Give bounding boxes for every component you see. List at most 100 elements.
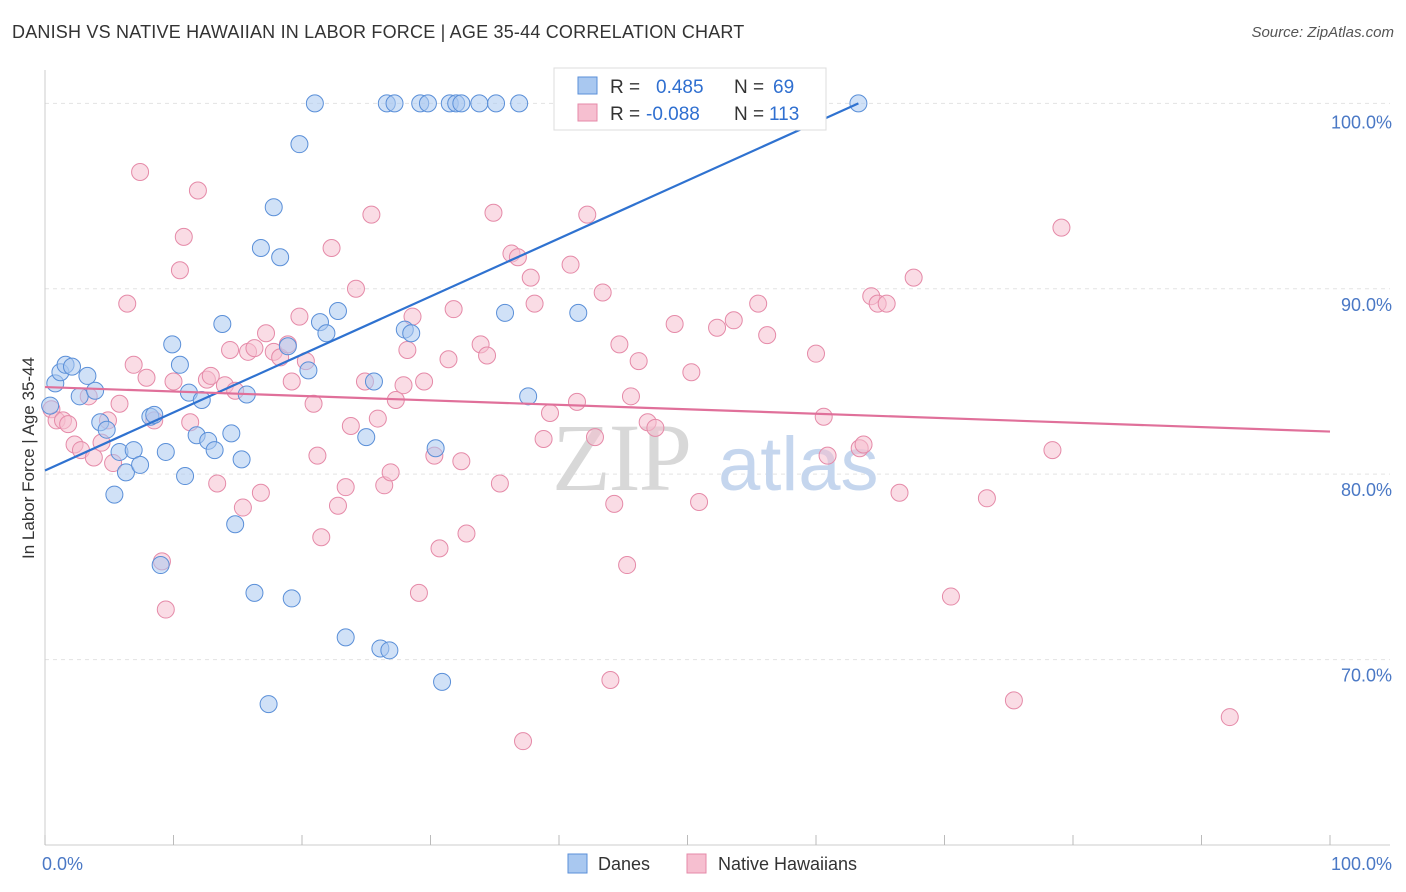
y-tick-label-0: 70.0%	[1341, 666, 1392, 686]
danes-point	[213, 315, 232, 334]
axes	[44, 70, 1390, 846]
legend-r-label-danes: R =	[610, 77, 640, 98]
native-hawaiian-point	[490, 474, 509, 493]
danes-point	[336, 628, 355, 647]
chart-title: DANISH VS NATIVE HAWAIIAN IN LABOR FORCE…	[12, 22, 745, 42]
legend-n-label-danes: N =	[734, 77, 764, 98]
danes-point	[380, 641, 399, 660]
native-hawaiian-point	[110, 394, 129, 413]
native-hawaiian-point	[1043, 441, 1062, 460]
danes-point	[519, 387, 538, 406]
bottom-legend-swatch-native-hawaiians	[686, 853, 707, 874]
native-hawaiian-point	[156, 600, 175, 619]
danes-points	[41, 94, 868, 714]
native-hawaiian-point	[221, 340, 240, 359]
bottom-legend: Danes Native Hawaiians	[567, 853, 857, 874]
legend-swatch-danes	[577, 76, 598, 95]
trend-lines	[44, 102, 1331, 472]
native-hawaiian-point	[724, 311, 743, 330]
native-hawaiian-point	[124, 355, 143, 374]
x-tick-labels: 0.0% 100.0%	[42, 854, 1392, 874]
danes-point	[151, 556, 170, 575]
native-hawaiian-point	[525, 294, 544, 313]
danes-point	[357, 428, 376, 447]
native-hawaiian-point	[977, 489, 996, 508]
danes-trend-line	[44, 102, 859, 472]
native-hawaiian-point	[605, 494, 624, 513]
danes-point	[271, 248, 290, 267]
native-hawaiian-point	[818, 446, 837, 465]
danes-point	[222, 424, 241, 443]
native-hawaiian-point	[1220, 708, 1239, 727]
danes-point	[163, 335, 182, 354]
native-hawaiian-point	[618, 556, 637, 575]
native-hawaiian-point	[749, 294, 768, 313]
native-hawaiian-point	[188, 181, 207, 200]
danes-point	[86, 381, 105, 400]
native-hawaiian-point	[610, 335, 629, 354]
danes-point	[433, 672, 452, 691]
danes-point	[282, 589, 301, 608]
native-hawaiian-point	[708, 318, 727, 337]
danes-point	[259, 695, 278, 714]
native-hawaiian-point	[312, 528, 331, 547]
x-tick-label-end: 100.0%	[1331, 854, 1392, 874]
danes-point	[452, 94, 471, 113]
native-hawaiian-point	[304, 394, 323, 413]
native-hawaiian-point	[170, 261, 189, 280]
native-hawaiian-point	[257, 324, 276, 343]
danes-point	[62, 357, 81, 376]
native-hawaiian-point	[251, 483, 270, 502]
danes-point	[418, 94, 437, 113]
native-hawaiian-point	[877, 294, 896, 313]
native-hawaiian-point	[362, 205, 381, 224]
native-hawaiian-point	[394, 376, 413, 395]
native-hawaiian-point	[137, 368, 156, 387]
native-hawaiian-point	[368, 409, 387, 428]
native-hawaiian-point	[1004, 691, 1023, 710]
native-hawaiian-point	[621, 387, 640, 406]
watermark-atlas: atlas	[718, 422, 879, 507]
native-hawaiian-point	[567, 392, 586, 411]
native-hawaiian-point	[174, 227, 193, 246]
danes-point	[278, 337, 297, 356]
native-hawaiian-point	[201, 366, 220, 385]
native-hawaiian-point	[439, 350, 458, 369]
native-hawaiian-point	[164, 372, 183, 391]
native-hawaiian-point	[629, 352, 648, 371]
native-hawaiian-point	[118, 294, 137, 313]
danes-point	[245, 583, 264, 602]
native-hawaiian-point	[534, 429, 553, 448]
danes-point	[226, 515, 245, 534]
watermark-zip: ZIP	[552, 404, 690, 511]
y-axis-label: In Labor Force | Age 35-44	[19, 357, 38, 559]
danes-point	[70, 387, 89, 406]
native-hawaiian-point	[682, 363, 701, 382]
native-hawaiian-point	[328, 496, 347, 515]
legend-n-value-danes: 69	[773, 77, 794, 98]
native-hawaiian-point	[282, 372, 301, 391]
native-hawaiian-point	[561, 255, 580, 274]
native-hawaiian-point	[578, 205, 597, 224]
native-hawaiian-point	[690, 492, 709, 511]
danes-point	[176, 467, 195, 486]
native-hawaiian-point	[131, 162, 150, 181]
native-hawaiians-trend-line	[44, 385, 1331, 433]
native-hawaiian-point	[346, 279, 365, 298]
danes-point	[41, 396, 60, 415]
native-hawaiian-point	[890, 483, 909, 502]
watermark: ZIP atlas	[552, 404, 879, 511]
native-hawaiian-point	[1052, 218, 1071, 237]
native-hawaiian-point	[941, 587, 960, 606]
native-hawaiian-point	[585, 428, 604, 447]
danes-point	[299, 361, 318, 380]
danes-point	[251, 238, 270, 257]
grid-lines	[45, 102, 1390, 661]
native-hawaiian-point	[807, 344, 825, 363]
danes-point	[364, 372, 383, 391]
legend-swatch-native-hawaiians	[577, 103, 598, 122]
danes-point	[156, 442, 175, 461]
native-hawaiian-point	[444, 300, 463, 319]
legend-r-label-hawaiians: R =	[610, 104, 640, 125]
